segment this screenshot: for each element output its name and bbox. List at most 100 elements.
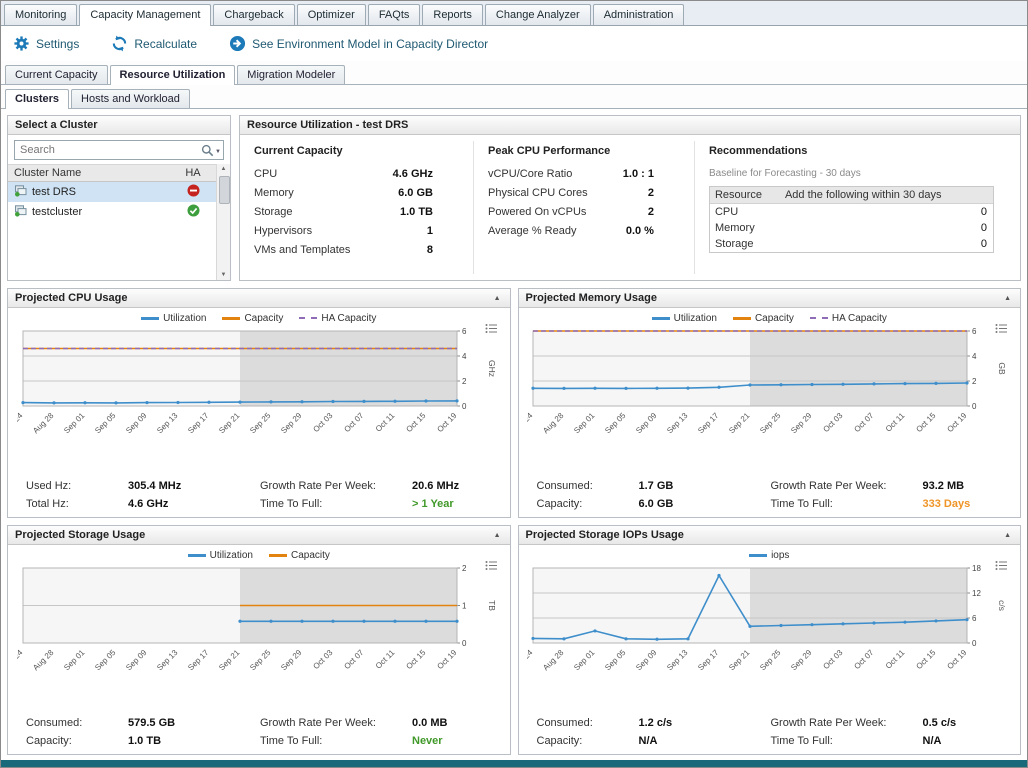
stat-value: 4.6 GHz [128,498,169,510]
vertical-scrollbar[interactable]: ▲ ▼ [216,164,230,280]
chevron-down-icon: ▼ [215,149,221,155]
chart-legend: iops [523,547,1017,563]
svg-text:2: 2 [462,564,467,573]
chart-menu-icon[interactable] [485,560,498,574]
summary-value: 2 [647,187,654,199]
tab-current-capacity[interactable]: Current Capacity [5,65,108,84]
tab-reports[interactable]: Reports [422,4,483,25]
recommendations-title: Recommendations [708,145,808,157]
svg-text:GB: GB [997,362,1007,375]
scroll-up-icon[interactable]: ▲ [220,166,227,172]
view-tab-strip: Clusters Hosts and Workload [1,85,1027,109]
stat-label: Consumed: [536,480,593,492]
resource-utilization-panel: Resource Utilization - test DRS Current … [239,115,1021,281]
projected-storage-iops-panel: Projected Storage IOPs Usage ▲ iops 0 6 12… [517,525,1021,755]
svg-text:Sep 29: Sep 29 [279,411,304,436]
svg-text:Sep 01: Sep 01 [62,648,87,673]
recommendation-resource: Storage [714,238,754,250]
svg-text:Sep 01: Sep 01 [572,411,597,436]
collapse-icon[interactable]: ▲ [493,294,501,302]
svg-text:Sep 09: Sep 09 [124,411,149,436]
recommendations-subtitle: Baseline for Forecasting - 30 days [708,168,861,179]
chart-stats: Consumed: 1.2 c/s Growth Rate Per Week: 0.5… [523,717,1017,752]
settings-button[interactable]: Settings [13,35,79,52]
stat-label: Capacity: [536,735,583,747]
svg-text:Sep 09: Sep 09 [634,411,659,436]
legend-item-utilization: Utilization [141,313,206,324]
resource-utilization-header: Resource Utilization - test DRS [240,116,1020,135]
current-capacity-title: Current Capacity [254,145,343,157]
stat-value: 0.0 MB [412,717,448,729]
search-input[interactable] [14,140,224,160]
summary-value: 8 [426,244,433,256]
tab-faqts[interactable]: FAQts [367,4,421,25]
cluster-row-test-drs[interactable]: test DRS [8,182,216,202]
svg-text:Sep 05: Sep 05 [93,411,118,436]
current-capacity-rows: CPU 4.6 GHz Memory 6.0 GB Storage 1.0 TB Hyper… [254,168,459,256]
chart-menu-icon[interactable] [995,323,1008,337]
svg-text:Sep 01: Sep 01 [62,411,87,436]
main-tab-strip: Monitoring Capacity Management Chargeback O… [1,1,1027,26]
projected-storage-iops-title: Projected Storage IOPs Usage [525,529,684,541]
cluster-table-header: Cluster Name HA [8,164,216,182]
tab-administration[interactable]: Administration [592,4,685,25]
svg-text:Sep 13: Sep 13 [155,411,180,436]
summary-label: Physical CPU Cores [487,187,588,199]
stat-label: Time To Full: [770,735,833,747]
stat-label: Consumed: [26,717,83,729]
svg-text:Aug 24: Aug 24 [17,411,25,436]
scroll-down-icon[interactable]: ▼ [220,272,227,278]
tab-hosts-and-workload[interactable]: Hosts and Workload [71,89,190,108]
recommendation-row-storage: Storage 0 [710,236,993,252]
recalculate-button[interactable]: Recalculate [111,35,197,52]
tab-clusters[interactable]: Clusters [5,89,70,109]
legend-item-ha-capacity: HA Capacity [809,313,887,324]
summary-label: Powered On vCPUs [487,206,587,218]
summary-value: 1 [426,225,433,237]
stat-label: Time To Full: [770,498,833,510]
summary-label: CPU [254,168,278,180]
resource-utilization-title: Resource Utilization - test DRS [247,119,409,131]
collapse-icon[interactable]: ▲ [1004,294,1011,302]
stat-label: Used Hz: [26,480,72,492]
select-cluster-header: Select a Cluster [8,116,230,135]
collapse-icon[interactable]: ▲ [493,531,501,539]
svg-text:Sep 25: Sep 25 [248,648,273,673]
tab-change-analyzer[interactable]: Change Analyzer [484,4,591,25]
svg-text:Sep 01: Sep 01 [572,648,597,673]
tab-capacity-management[interactable]: Capacity Management [79,4,212,26]
tab-chargeback[interactable]: Chargeback [213,4,295,25]
svg-text:Oct 07: Oct 07 [342,411,365,434]
svg-text:0: 0 [972,639,977,648]
environment-model-link[interactable]: See Environment Model in Capacity Direct… [229,35,488,52]
stat-label: Growth Rate Per Week: [260,480,376,492]
svg-text:1: 1 [462,602,467,611]
stat-label: Growth Rate Per Week: [770,717,887,729]
chart-menu-icon[interactable] [485,323,498,337]
tab-optimizer[interactable]: Optimizer [296,4,366,25]
search-button[interactable]: ▼ [201,144,221,160]
tab-monitoring[interactable]: Monitoring [4,4,78,25]
arrow-circle-icon [229,35,246,52]
collapse-icon[interactable]: ▲ [1004,531,1011,539]
stat-value: N/A [922,735,942,747]
select-cluster-panel: Select a Cluster ▼ [7,115,231,281]
svg-text:0: 0 [462,639,467,648]
content-area: Select a Cluster ▼ [1,109,1027,761]
chart-legend: Utilization Capacity HA Capacity [12,310,506,326]
svg-text:Oct 11: Oct 11 [374,648,397,671]
chart-menu-icon[interactable] [995,560,1008,574]
projected-storage-iops-header: Projected Storage IOPs Usage ▲ [518,526,1020,545]
svg-text:Oct 15: Oct 15 [915,648,938,671]
chart-stats: Consumed: 1.7 GB Growth Rate Per Week: 93.2… [523,480,1017,515]
tab-migration-modeler[interactable]: Migration Modeler [237,65,346,84]
peak-cpu-section: Peak CPU Performance vCPU/Core Ratio 1.0 … [472,141,694,274]
stat-label: Growth Rate Per Week: [260,717,376,729]
scrollbar-thumb[interactable] [219,176,230,204]
svg-text:Oct 19: Oct 19 [946,411,969,434]
environment-model-label: See Environment Model in Capacity Direct… [252,36,489,51]
stat-label: Capacity: [26,735,72,747]
cluster-row-testcluster[interactable]: testcluster [8,202,216,222]
tab-resource-utilization[interactable]: Resource Utilization [109,65,236,85]
